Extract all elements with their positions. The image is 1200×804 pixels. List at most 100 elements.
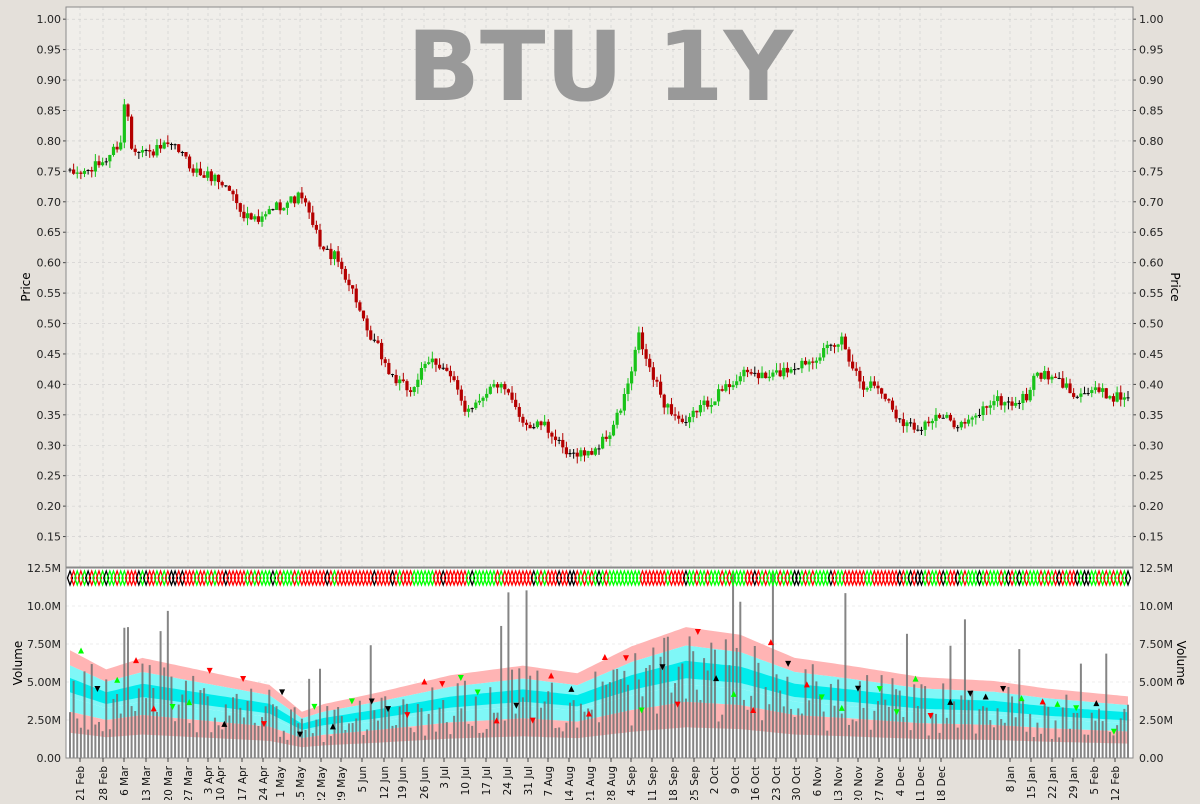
date-tick-label: 22 Jan bbox=[1047, 766, 1059, 799]
signal-diamond bbox=[392, 569, 400, 587]
down-arrow-marker bbox=[404, 712, 411, 719]
candle-body bbox=[1057, 377, 1061, 379]
up-arrow-marker bbox=[186, 699, 193, 706]
signal-diamond bbox=[291, 569, 298, 587]
volume-bar bbox=[956, 727, 959, 758]
candle-body bbox=[463, 400, 467, 412]
volume-bar bbox=[884, 699, 887, 758]
candle-body bbox=[412, 387, 416, 393]
candle-body bbox=[101, 162, 105, 166]
signal-diamond bbox=[610, 569, 617, 587]
candle-body bbox=[956, 427, 960, 429]
volume-bar bbox=[264, 706, 267, 758]
volume-bar bbox=[579, 703, 582, 758]
candle-body bbox=[644, 349, 648, 359]
date-axis: 21 Feb 28 Feb 6 Mar 13 Mar 20 Mar 27 Mar 3 Apr… bbox=[75, 758, 1122, 804]
signal-diamond bbox=[566, 569, 574, 587]
signal-diamond bbox=[171, 569, 179, 587]
candle-body bbox=[209, 171, 213, 182]
signal-diamond bbox=[164, 569, 172, 587]
volume-bar bbox=[605, 684, 608, 758]
volume-bar bbox=[83, 671, 86, 758]
volume-bar bbox=[590, 709, 593, 758]
volume-bar bbox=[880, 675, 883, 758]
signal-diamond bbox=[708, 569, 715, 587]
signal-diamond bbox=[834, 569, 842, 587]
candle-body bbox=[445, 367, 449, 371]
signal-diamond bbox=[613, 569, 621, 587]
signal-diamond bbox=[574, 569, 581, 587]
signal-diamond bbox=[367, 569, 374, 587]
volume-bar bbox=[684, 698, 687, 758]
candle-body bbox=[401, 379, 405, 382]
volume-bar bbox=[663, 637, 666, 758]
candle-body bbox=[1108, 396, 1112, 399]
volume-bar bbox=[206, 696, 209, 758]
signal-diamond bbox=[519, 569, 527, 587]
signal-diamond bbox=[146, 569, 153, 587]
candle-body bbox=[224, 185, 228, 187]
signal-diamond bbox=[1106, 569, 1114, 587]
date-tick-label: 27 Nov bbox=[874, 766, 886, 800]
price-axis-label-left: Price bbox=[19, 272, 33, 301]
volume-bar bbox=[438, 707, 441, 758]
date-tick-label: 24 Apr bbox=[258, 765, 270, 800]
volume-bar bbox=[931, 712, 934, 758]
candle-body bbox=[499, 383, 503, 388]
signal-diamond bbox=[704, 569, 711, 587]
signal-diamond bbox=[679, 569, 686, 587]
signal-diamond bbox=[1117, 569, 1124, 587]
price-tick-label: 0.25 bbox=[37, 470, 62, 483]
volume-bar bbox=[69, 712, 71, 758]
candle-body bbox=[919, 429, 924, 431]
signal-diamond bbox=[1103, 569, 1110, 587]
candle-body bbox=[427, 362, 431, 364]
candle-body bbox=[934, 414, 938, 421]
candle-body bbox=[1021, 393, 1025, 403]
signal-diamond bbox=[994, 569, 1001, 587]
volume-bar bbox=[304, 729, 307, 758]
signal-diamond bbox=[436, 569, 443, 587]
signal-diamond bbox=[117, 569, 124, 587]
volume-bar bbox=[166, 610, 169, 758]
candle-body bbox=[180, 152, 184, 154]
date-tick-label: 20 Nov bbox=[853, 766, 865, 800]
volume-bar bbox=[1021, 700, 1024, 758]
signal-diamond bbox=[1016, 569, 1023, 587]
candle-body bbox=[129, 116, 134, 149]
signal-diamond bbox=[831, 569, 838, 587]
volume-bar bbox=[1076, 712, 1079, 758]
signal-diamond bbox=[443, 569, 451, 587]
candle-body bbox=[1039, 372, 1043, 379]
candle-body bbox=[945, 414, 949, 418]
volume-bar bbox=[366, 729, 369, 758]
up-arrow-marker bbox=[1054, 700, 1061, 707]
volume-bar bbox=[195, 732, 198, 758]
signal-diamond bbox=[545, 569, 552, 587]
candle-body bbox=[1050, 376, 1054, 380]
candle-body bbox=[151, 151, 155, 156]
date-tick-label: 24 Jul bbox=[502, 766, 514, 795]
price-tick-label: 0.20 bbox=[1139, 500, 1164, 513]
candle-body bbox=[630, 371, 634, 384]
candle-body bbox=[318, 229, 322, 247]
candle-body bbox=[1061, 378, 1065, 388]
signal-diamond bbox=[385, 569, 393, 587]
candle-body bbox=[387, 362, 391, 375]
signal-diamond bbox=[1074, 569, 1081, 587]
down-arrow-marker bbox=[1000, 686, 1007, 693]
price-tick-label: 0.70 bbox=[1139, 196, 1164, 209]
volume-bar bbox=[699, 699, 702, 758]
signal-diamond bbox=[976, 569, 983, 587]
signal-diamond bbox=[943, 569, 951, 587]
volume-bar bbox=[329, 736, 332, 758]
volume-tick-label: 0.00 bbox=[1139, 752, 1164, 765]
candle-body bbox=[974, 415, 978, 418]
candle-body bbox=[680, 418, 684, 423]
candle-body bbox=[760, 372, 764, 379]
candle-body bbox=[93, 161, 97, 172]
volume-bar bbox=[920, 684, 923, 758]
candle-body bbox=[173, 144, 177, 146]
candle-body bbox=[876, 385, 880, 389]
volume-bar bbox=[1090, 712, 1093, 758]
